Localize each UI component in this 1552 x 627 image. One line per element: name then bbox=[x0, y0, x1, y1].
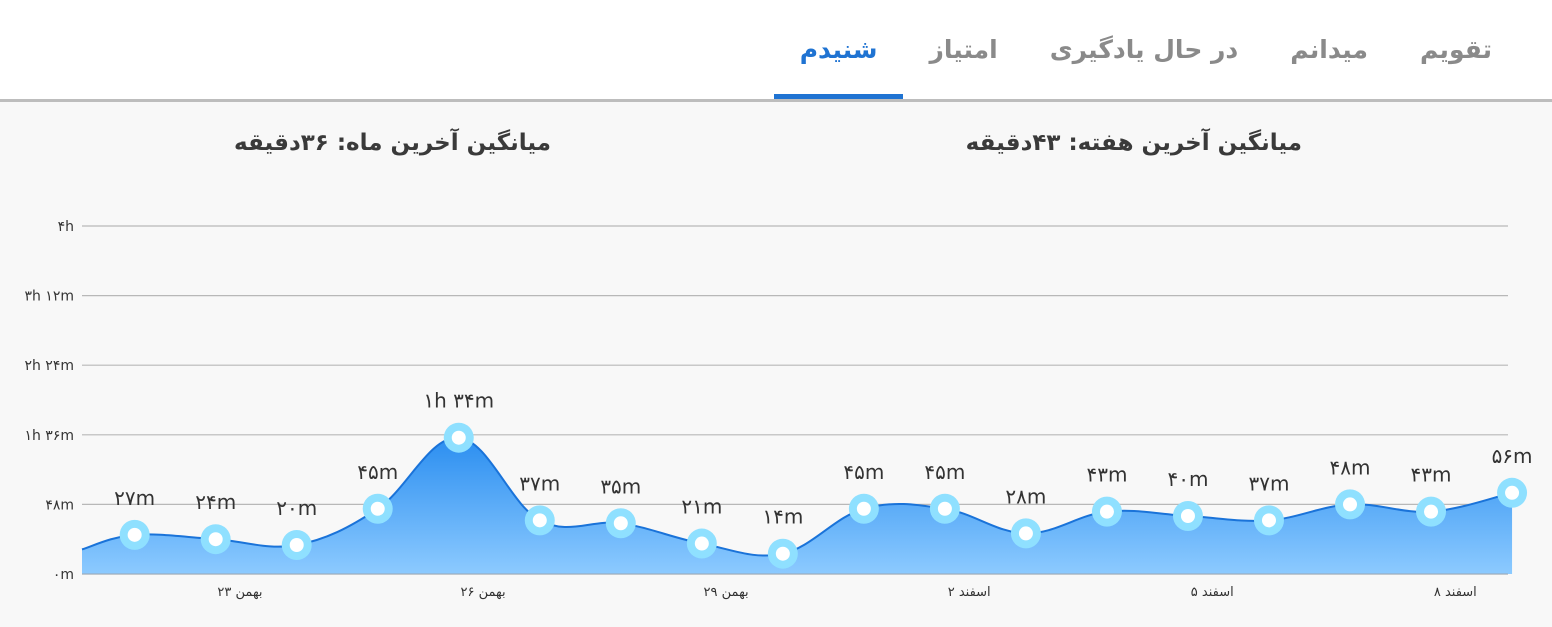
data-point-center bbox=[937, 501, 952, 516]
data-point-center bbox=[127, 527, 142, 542]
tab-divider bbox=[0, 99, 1552, 102]
data-label: ۲۸m bbox=[1005, 484, 1046, 508]
y-tick-label: ۲h ۲۴m bbox=[24, 358, 74, 374]
y-tick-label: ۰m bbox=[53, 567, 74, 583]
data-point-center bbox=[1261, 513, 1276, 528]
data-label: ۴۵m bbox=[843, 460, 884, 484]
data-label: ۴۰m bbox=[1167, 467, 1208, 491]
data-point-center bbox=[775, 546, 790, 561]
tab-bar: تقویم میدانم در حال یادگیری امتیاز شنیدم bbox=[0, 0, 1552, 102]
month-average-label: میانگین آخرین ماه: bbox=[336, 130, 551, 156]
x-tick-label: ۲۹ بهمن bbox=[704, 585, 749, 600]
data-label: ۲۷m bbox=[114, 486, 155, 510]
data-label: ۲۴m bbox=[195, 490, 236, 514]
x-tick-label: ۲۳ بهمن bbox=[217, 585, 262, 600]
data-point-center bbox=[451, 430, 466, 445]
data-point-center bbox=[1505, 485, 1520, 500]
data-label: ۵۶m bbox=[1492, 444, 1533, 468]
week-average: میانگین آخرین هفته: ۴۳دقیقه bbox=[966, 130, 1302, 156]
data-point-center bbox=[1343, 497, 1358, 512]
data-point-center bbox=[613, 516, 628, 531]
data-label: ۲۱m bbox=[681, 495, 722, 519]
data-point-center bbox=[208, 532, 223, 547]
month-average-value: ۳۶دقیقه bbox=[234, 130, 329, 156]
tab-3[interactable]: امتیاز bbox=[929, 34, 998, 64]
tabs: تقویم میدانم در حال یادگیری امتیاز شنیدم bbox=[773, 0, 1552, 99]
data-label: ۴۸m bbox=[1330, 455, 1371, 479]
tab-0[interactable]: تقویم bbox=[1419, 34, 1492, 64]
data-label: ۴۵m bbox=[357, 460, 398, 484]
tab-1[interactable]: میدانم bbox=[1290, 34, 1368, 64]
y-tick-label: ۱h ۳۶m bbox=[24, 428, 74, 444]
week-average-value: ۴۳دقیقه bbox=[965, 130, 1061, 156]
data-label: ۳۵m bbox=[600, 474, 641, 498]
listening-time-chart: ۰m ۴۸m ۱h ۳۶m ۲h ۲۴m ۳h ۱۲m ۴h ۲۳ بهمن ۲۶ بهمن… bbox=[24, 219, 1532, 600]
data-label: ۴۳m bbox=[1086, 463, 1127, 487]
data-point-center bbox=[856, 501, 871, 516]
x-axis-ticks: ۲۳ بهمن ۲۶ بهمن ۲۹ بهمن ۲ اسفند ۵ اسفند ۸ اسف… bbox=[217, 585, 1476, 600]
tab-4[interactable]: شنیدم bbox=[773, 0, 904, 99]
area-fill bbox=[82, 437, 1513, 574]
data-label: ۱h ۳۴m bbox=[423, 389, 494, 413]
x-tick-label: ۵ اسفند bbox=[1191, 585, 1234, 600]
data-label: ۲۰m bbox=[276, 496, 317, 520]
y-tick-label: ۴h bbox=[58, 219, 74, 235]
data-point-center bbox=[694, 536, 709, 551]
x-tick-label: ۸ اسفند bbox=[1434, 585, 1477, 600]
data-label: ۴۵m bbox=[924, 460, 965, 484]
data-point-center bbox=[1180, 509, 1195, 523]
data-point-center bbox=[1099, 504, 1114, 519]
data-labels: ۲۷m ۲۴m ۲۰m ۴۵m ۱h ۳۴m ۳۷m ۳۵m ۲۱m ۱۴m ۴۵m ۴۵m ۲۸m ۴… bbox=[114, 389, 1532, 529]
data-label: ۳۷m bbox=[519, 471, 560, 495]
tab-2[interactable]: در حال یادگیری bbox=[1049, 34, 1239, 64]
data-label: ۴۳m bbox=[1411, 463, 1452, 487]
x-tick-label: ۲۶ بهمن bbox=[460, 585, 505, 600]
data-label: ۳۷m bbox=[1248, 471, 1289, 495]
data-point-center bbox=[289, 538, 304, 552]
month-average: میانگین آخرین ماه: ۳۶دقیقه bbox=[234, 130, 551, 156]
week-average-label: میانگین آخرین هفته: bbox=[1068, 130, 1302, 156]
x-tick-label: ۲ اسفند bbox=[948, 585, 991, 600]
data-point-center bbox=[532, 513, 547, 528]
data-point-center bbox=[1018, 526, 1033, 541]
data-point-center bbox=[370, 501, 385, 516]
data-label: ۱۴m bbox=[762, 505, 803, 529]
data-points bbox=[119, 422, 1528, 569]
data-point-center bbox=[1424, 504, 1439, 519]
y-tick-label: ۴۸m bbox=[45, 497, 74, 513]
y-tick-label: ۳h ۱۲m bbox=[24, 289, 74, 305]
y-axis-ticks: ۰m ۴۸m ۱h ۳۶m ۲h ۲۴m ۳h ۱۲m ۴h bbox=[24, 219, 74, 583]
